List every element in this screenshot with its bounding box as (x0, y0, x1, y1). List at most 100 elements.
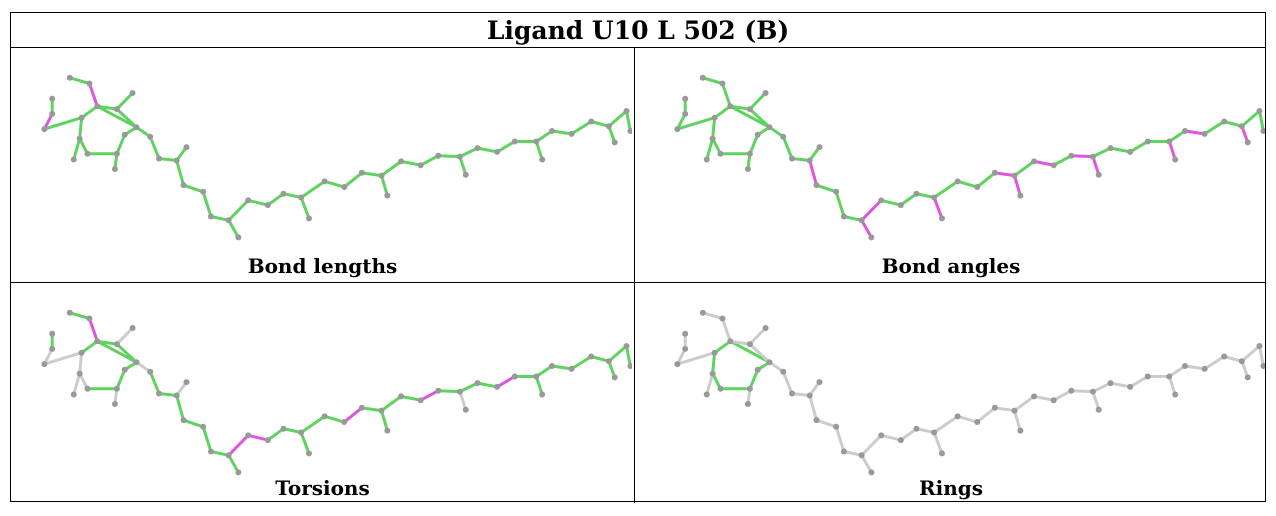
atom (1017, 192, 1024, 199)
atom (954, 178, 961, 185)
bond (115, 326, 135, 346)
atom (588, 353, 595, 360)
atom (744, 166, 751, 172)
atom (780, 368, 787, 375)
bond (748, 133, 760, 156)
bond (748, 342, 771, 364)
bond (323, 179, 346, 189)
bond (1052, 154, 1073, 167)
atom (1221, 118, 1228, 125)
atom (121, 366, 128, 373)
figure-frame: Ligand U10 L 502 (B) Bond lengths Bond a… (10, 12, 1266, 503)
bond (1032, 159, 1056, 167)
atom (533, 373, 540, 380)
atom (1089, 388, 1096, 395)
atom (225, 217, 232, 224)
bond (436, 389, 462, 394)
molecule-bond-angles (674, 74, 1265, 241)
atom (539, 156, 546, 163)
caption-bond-angles: Bond angles (881, 254, 1021, 278)
atom (70, 156, 77, 163)
atom (533, 138, 540, 145)
atom (813, 182, 820, 189)
atom (539, 391, 546, 398)
bond (68, 76, 91, 85)
bond (1109, 381, 1132, 389)
bond (781, 370, 794, 396)
atom (1068, 152, 1075, 159)
atom (1144, 373, 1151, 380)
panel-rings (644, 284, 1265, 516)
atom (245, 197, 252, 204)
bond (68, 311, 91, 320)
bond (781, 135, 794, 161)
bond (748, 326, 768, 346)
atom (744, 401, 751, 407)
atom (264, 202, 271, 209)
atom (1166, 138, 1173, 145)
bond (42, 116, 84, 131)
atom (321, 413, 328, 420)
atom (627, 363, 632, 369)
bond (860, 198, 883, 222)
atom (762, 90, 769, 96)
bond (95, 104, 138, 129)
atom (78, 114, 85, 121)
atom (605, 123, 612, 130)
atom (49, 95, 56, 102)
atom (682, 330, 689, 337)
atom (41, 361, 48, 368)
atom (1182, 363, 1188, 369)
atom (623, 343, 630, 350)
atom (727, 338, 734, 345)
bond (975, 406, 997, 424)
atom (611, 139, 618, 146)
caption-bond-lengths: Bond lengths (247, 254, 398, 278)
bond (550, 364, 574, 371)
atom (113, 106, 120, 113)
atom (991, 169, 998, 176)
atom (456, 388, 463, 395)
bond (815, 418, 838, 429)
bond (95, 339, 119, 346)
atom (147, 368, 154, 375)
atom (1201, 130, 1208, 137)
atom (1182, 128, 1188, 134)
bond (399, 159, 423, 167)
atom (435, 152, 442, 159)
bond (201, 425, 213, 453)
bond (534, 129, 554, 143)
atom (878, 432, 885, 439)
atom (840, 448, 847, 455)
atom (754, 131, 761, 138)
atom (717, 385, 724, 392)
bond (720, 82, 732, 108)
atom (113, 150, 120, 157)
bond (342, 171, 364, 189)
atom (70, 391, 77, 398)
bond (1032, 394, 1056, 402)
atom (111, 401, 118, 407)
bond (607, 344, 628, 363)
panel-torsions (11, 284, 632, 516)
atom (991, 404, 998, 411)
bond (860, 218, 873, 239)
bond (1257, 344, 1265, 368)
bond (624, 109, 632, 133)
molecule-torsions (41, 309, 632, 476)
atom (913, 425, 920, 432)
atom (806, 157, 813, 164)
atom (1244, 374, 1251, 381)
bond (1240, 109, 1261, 128)
atom (200, 188, 207, 195)
atom (298, 194, 305, 201)
atom (711, 349, 718, 356)
atom (1172, 156, 1179, 163)
bond (932, 179, 960, 199)
bond (379, 174, 389, 198)
atom (78, 349, 85, 356)
atom (156, 390, 163, 397)
bond (675, 351, 717, 366)
atom (1050, 162, 1057, 169)
atom (605, 358, 612, 365)
